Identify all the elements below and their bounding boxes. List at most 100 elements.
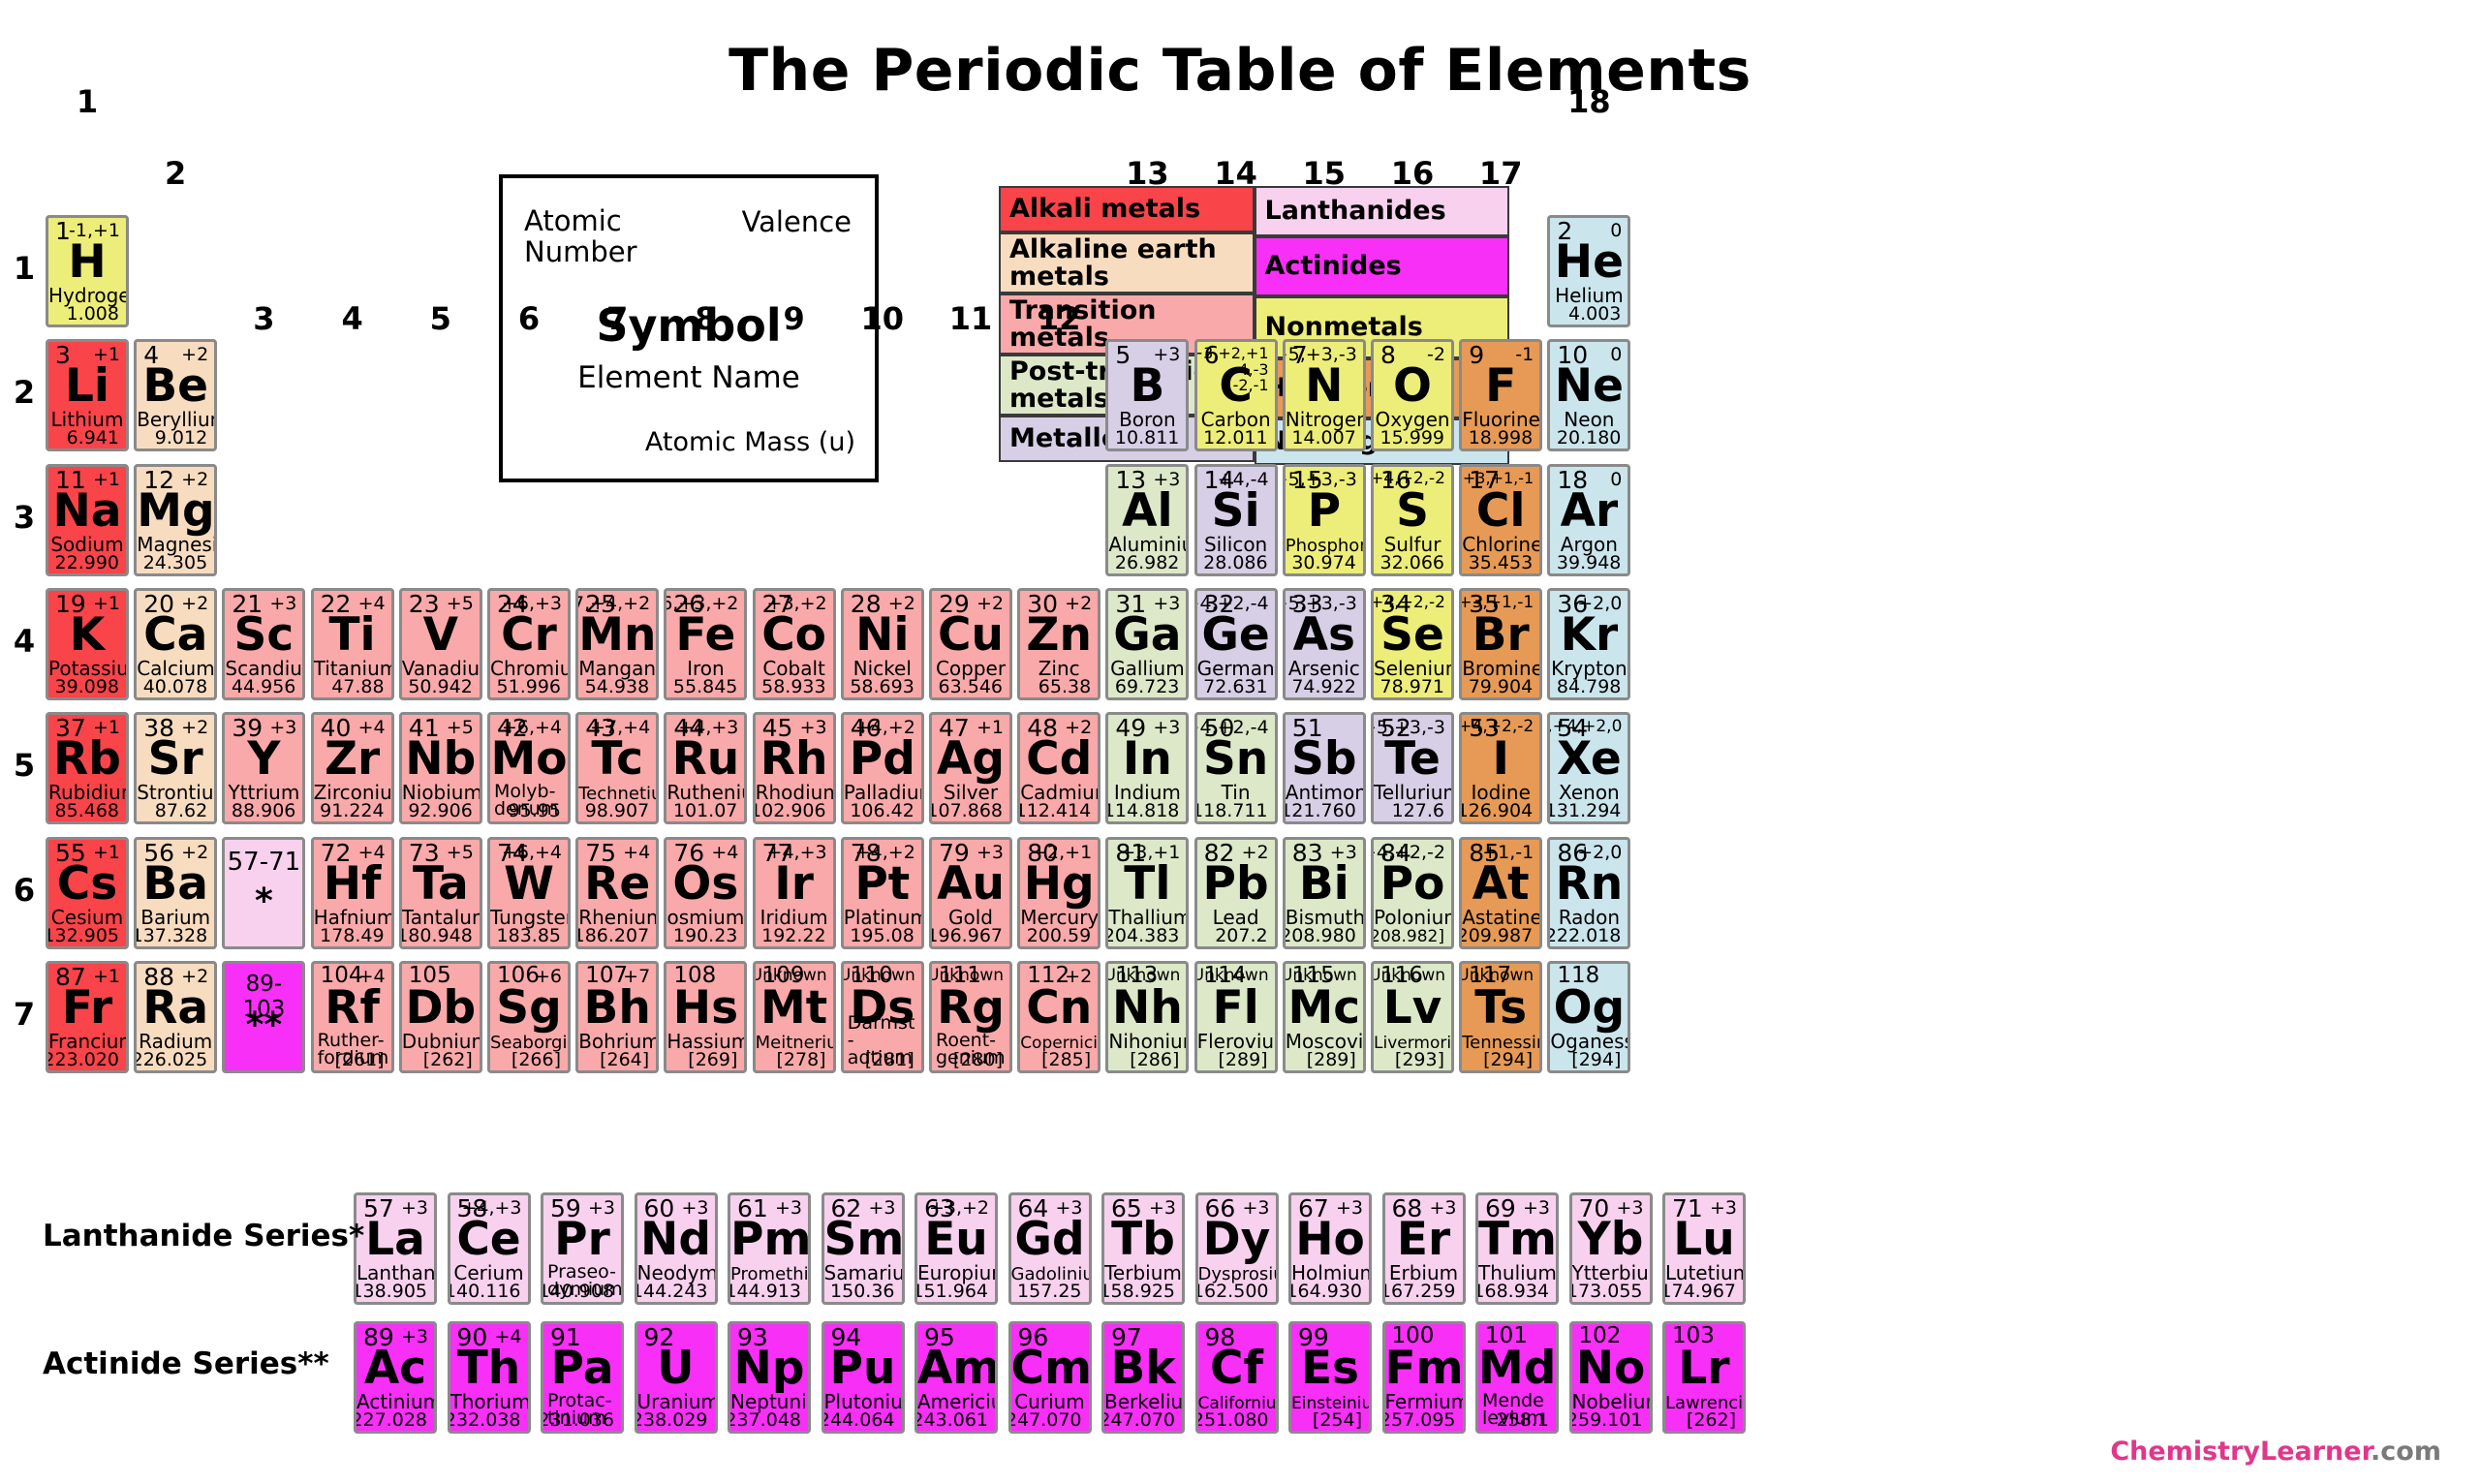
element-cell-pb[interactable]: 82 +2 Pb Lead 207.2 [1194,836,1278,949]
element-cell-bh[interactable]: 107 +7 Bh Bohrium [264] [575,960,660,1073]
element-cell-fr[interactable]: 87 +1 Fr Francium 223.020 [46,960,129,1073]
element-cell-pt[interactable]: 78 +4,+2 Pt Platinum 195.08 [840,836,924,949]
element-cell-u[interactable]: 92 U Uranium 238.029 [634,1321,718,1434]
element-cell-ni[interactable]: 28 +2 Ni Nickel 58.693 [840,587,924,700]
element-cell-he[interactable]: 2 0 He Helium 4.003 [1547,215,1631,327]
element-cell-pm[interactable]: 61 +3PmPromethium144.913 [728,1192,811,1305]
element-cell-md[interactable]: 101 Md Mende levium 258.1 [1475,1321,1559,1434]
element-cell-si[interactable]: 14 +4,-4 Si Silicon 28.086 [1194,463,1278,576]
element-cell-kr[interactable]: 36 +2,0 Kr Krypton 84.798 [1547,587,1631,700]
element-cell-au[interactable]: 79 +3 Au Gold 196.967 [929,836,1012,949]
element-cell-cu[interactable]: 29 +2 Cu Copper 63.546 [929,587,1012,700]
element-cell-er[interactable]: 68 +3 Er Erbium 167.259 [1381,1192,1466,1305]
element-cell-nd[interactable]: 60 +3NdNeodymium144.243 [634,1192,718,1305]
element-cell-zn[interactable]: 30 +2 Zn Zinc 65.38 [1017,587,1101,700]
element-cell-li[interactable]: 3 +1 Li Lithium 6.941 [46,339,129,452]
element-cell-ag[interactable]: 47 +1 Ag Silver 107.868 [929,712,1012,825]
element-cell-la[interactable]: 57 +3LaLanthanum138.905 [354,1192,437,1305]
element-cell-ca[interactable]: 20 +2 Ca Calcium 40.078 [134,587,218,700]
element-cell-cf[interactable]: 98CfCalifornium251.080 [1194,1321,1279,1434]
element-cell-w[interactable]: 74 +6,+4 W Tungsten 183.85 [487,836,571,949]
element-cell-os[interactable]: 76 +4 Os osmium 190.23 [664,836,748,949]
element-cell-rb[interactable]: 37 +1RbRubidium85.468 [46,712,129,825]
element-cell-f[interactable]: 9 -1 F Fluorine 18.998 [1459,339,1543,452]
element-cell-lr[interactable]: 103LrLawrencium[262] [1662,1321,1746,1434]
element-cell-p[interactable]: 15+5,+3,-3PPhosphorus30.974 [1282,463,1366,576]
element-cell-na[interactable]: 11 +1 Na Sodium 22.990 [46,463,129,576]
element-cell-tb[interactable]: 65 +3 Tb Terbium 158.925 [1101,1192,1185,1305]
element-cell-in[interactable]: 49 +3 In Indium 114.818 [1105,712,1190,825]
element-cell-lv[interactable]: 116UnknownLvLivermorium[293] [1371,960,1454,1073]
element-cell-tc[interactable]: 43+7,+4TcTechnetium98.907 [575,712,660,825]
element-cell-h[interactable]: 1-1,+1HHydrogen1.008 [46,215,129,327]
element-cell-mg[interactable]: 12 +2MgMagnesium24.305 [134,463,218,576]
element-cell-o[interactable]: 8 -2 O Oxygen 15.999 [1371,339,1454,452]
element-cell-rf[interactable]: 104 +4 Rf Ruther- fordium [261] [310,960,394,1073]
element-cell-mc[interactable]: 115UnknownMcMoscovium[289] [1282,960,1366,1073]
element-cell-ti[interactable]: 22 +4 Ti Titanium 47.88 [310,587,394,700]
element-cell-no[interactable]: 102NoNobelium259.101 [1568,1321,1653,1434]
element-cell-sm[interactable]: 62 +3SmSamarium150.36 [821,1192,905,1305]
element-cell-np[interactable]: 93NpNeptunium237.048 [728,1321,811,1434]
element-cell-ho[interactable]: 67 +3 Ho Holmium 164.930 [1288,1192,1372,1305]
series-placeholder-57-71[interactable]: 57-71 * [222,836,306,949]
element-cell-yb[interactable]: 70 +3YbYtterbium173.055 [1568,1192,1653,1305]
element-cell-v[interactable]: 23 +5VVanadium50.942 [398,587,482,700]
element-cell-ts[interactable]: 117UnknownTsTennessine[294] [1459,960,1543,1073]
element-cell-be[interactable]: 4 +2BeBeryllium9.012 [134,339,218,452]
element-cell-pd[interactable]: 46+4,+2PdPalladium106.42 [840,712,924,825]
element-cell-am[interactable]: 95AmAmericium243.061 [914,1321,998,1434]
element-cell-rh[interactable]: 45 +3 Rh Rhodium 102.906 [752,712,836,825]
element-cell-tl[interactable]: 81 +3,+1 Tl Thallium 204.383 [1105,836,1190,949]
element-cell-k[interactable]: 19 +1KPotassium39.098 [46,587,129,700]
element-cell-co[interactable]: 27 +3,+2 Co Cobalt 58.933 [752,587,836,700]
element-cell-cr[interactable]: 24+6,+3CrChromium51.996 [487,587,571,700]
element-cell-at[interactable]: 85 +1,-1 At Astatine 209.987 [1459,836,1543,949]
element-cell-pa[interactable]: 91 Pa Protac- tinium 231.036 [541,1321,624,1434]
element-cell-ne[interactable]: 10 0 Ne Neon 20.180 [1547,339,1631,452]
element-cell-cd[interactable]: 48 +2CdCadmium112.414 [1017,712,1101,825]
element-cell-cm[interactable]: 96 Cm Curium 247.070 [1008,1321,1092,1434]
element-cell-b[interactable]: 5 +3 B Boron 10.811 [1105,339,1190,452]
element-cell-bi[interactable]: 83 +3 Bi Bismuth 208.980 [1282,836,1366,949]
element-cell-mo[interactable]: 42 +6,+4 Mo Molyb- denum 95.95 [487,712,571,825]
element-cell-hg[interactable]: 80 +2,+1 Hg Mercury 200.59 [1017,836,1101,949]
element-cell-ta[interactable]: 73 +5 Ta Tantalum 180.948 [398,836,482,949]
element-cell-es[interactable]: 99EsEinsteinium[254] [1288,1321,1372,1434]
element-cell-ge[interactable]: 32+4,+2,-4GeGermanium72.631 [1194,587,1278,700]
element-cell-pu[interactable]: 94PuPlutonium244.064 [821,1321,905,1434]
element-cell-dy[interactable]: 66 +3DyDysprosium162.500 [1194,1192,1279,1305]
element-cell-ga[interactable]: 31 +3 Ga Gallium 69.723 [1105,587,1190,700]
element-cell-sc[interactable]: 21+3ScScandium44.956 [222,587,306,700]
element-cell-fl[interactable]: 114UnknownFlFlerovium[289] [1194,960,1278,1073]
element-cell-hf[interactable]: 72 +4 Hf Hafnium 178.49 [310,836,394,949]
element-cell-fm[interactable]: 100 Fm Fermium 257.095 [1381,1321,1466,1434]
element-cell-sr[interactable]: 38 +2SrStrontium87.62 [134,712,218,825]
element-cell-pr[interactable]: 59 +3 Pr Praseo- dymium 140.908 [541,1192,624,1305]
element-cell-sg[interactable]: 106+6SgSeaborgium[266] [487,960,571,1073]
element-cell-ir[interactable]: 77 +4,+3 Ir Iridium 192.22 [752,836,836,949]
element-cell-sb[interactable]: 51SbAntimony121.760 [1282,712,1366,825]
element-cell-mn[interactable]: 25+7,+4,+2MnManganese54.938 [575,587,660,700]
element-cell-tm[interactable]: 69 +3 Tm Thulium 168.934 [1475,1192,1559,1305]
element-cell-hs[interactable]: 108 Hs Hassium [269] [664,960,748,1073]
element-cell-ds[interactable]: 110 Unknown Ds Darmst - adtium [281] [840,960,924,1073]
element-cell-ce[interactable]: 58 +4,+3 Ce Cerium 140.116 [447,1192,531,1305]
element-cell-al[interactable]: 13 +3AlAluminium26.982 [1105,463,1190,576]
element-cell-rn[interactable]: 86 +2,0 Rn Radon 222.018 [1547,836,1631,949]
element-cell-rg[interactable]: 111 Unknown Rg Roent- genium [280] [929,960,1012,1073]
element-cell-ru[interactable]: 44+4,+3RuRuthenium101.07 [664,712,748,825]
element-cell-cn[interactable]: 112+2CnCopernicium[285] [1017,960,1101,1073]
element-cell-mt[interactable]: 109UnknownMtMeitnerium[278] [752,960,836,1073]
element-cell-ba[interactable]: 56 +2 Ba Barium 137.328 [134,836,218,949]
